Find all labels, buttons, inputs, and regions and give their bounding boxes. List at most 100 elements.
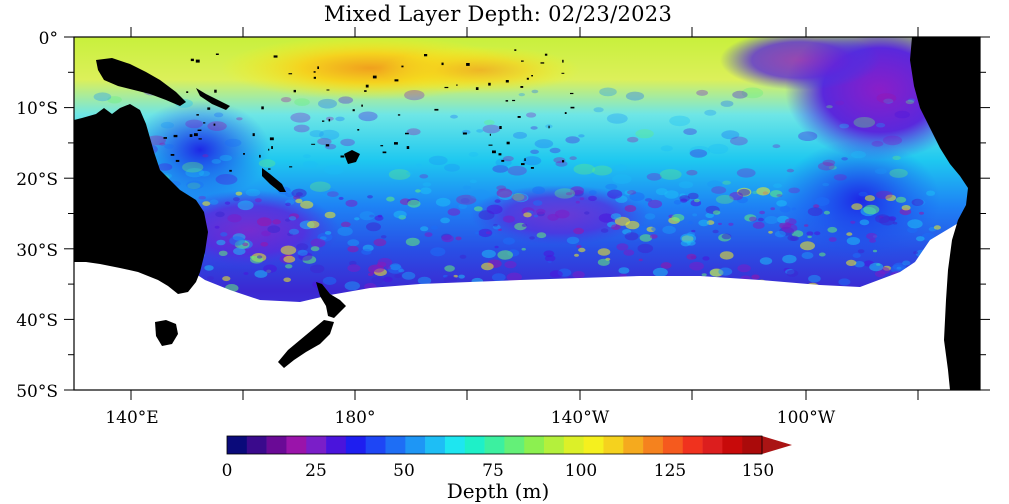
shallow-region-southeast: [780, 140, 940, 260]
mld-speckle-patch: [669, 115, 691, 127]
mld-speckle-patch: [215, 174, 238, 185]
mld-speckle-patch: [846, 259, 857, 266]
colorbar-swatch: [385, 436, 406, 454]
mld-speckle-patch: [896, 266, 902, 270]
colorbar-swatch: [405, 436, 426, 454]
x-label-140w: 140°W: [551, 408, 610, 428]
mld-speckle-patch: [741, 87, 764, 99]
mld-speckle-patch: [290, 112, 311, 123]
mld-speckle-patch: [297, 249, 308, 256]
mld-speckle-patch: [444, 265, 455, 272]
mld-speckle-patch: [776, 194, 783, 197]
mld-speckle-patch: [288, 216, 297, 221]
mld-speckle-patch: [405, 237, 420, 247]
mld-speckle-patch: [611, 224, 621, 231]
mld-speckle-patch: [475, 231, 480, 235]
mld-speckle-patch: [494, 199, 501, 203]
mld-speckle-patch: [879, 216, 895, 226]
mld-speckle-patch: [639, 234, 653, 242]
mld-speckle-patch: [584, 211, 590, 215]
mld-speckle-patch: [220, 232, 228, 237]
mld-speckle-patch: [157, 163, 173, 171]
mld-speckle-patch: [791, 230, 804, 238]
colorbar-extend-arrow: [762, 436, 792, 454]
mld-speckle-patch: [882, 135, 903, 146]
colorbar-swatch: [484, 436, 505, 454]
mld-speckle-patch: [579, 197, 585, 201]
mld-speckle-patch: [198, 170, 211, 177]
island-dot: [520, 86, 524, 88]
island-dot: [505, 100, 509, 102]
mld-speckle-patch: [859, 219, 870, 226]
island-dot: [441, 62, 444, 66]
mld-speckle-patch: [291, 188, 307, 198]
island-dot: [273, 55, 278, 58]
mld-speckle-patch: [347, 264, 361, 272]
mld-speckle-patch: [420, 187, 432, 195]
mld-speckle-patch: [612, 174, 632, 184]
mld-speckle-patch: [544, 255, 556, 262]
island-dot: [530, 167, 534, 169]
mld-speckle-patch: [504, 260, 517, 269]
mld-speckle-patch: [708, 143, 729, 155]
mld-speckle-patch: [683, 128, 697, 136]
mld-speckle-patch: [722, 180, 731, 185]
island-dot: [564, 112, 567, 114]
mld-speckle-patch: [616, 243, 629, 251]
mld-speckle-patch: [853, 117, 876, 128]
mld-speckle-patch: [533, 214, 539, 218]
mld-speckle-patch: [492, 165, 509, 173]
mld-speckle-patch: [863, 204, 880, 215]
island-dot: [252, 133, 255, 137]
island-dot: [197, 129, 202, 131]
mld-speckle-patch: [338, 196, 344, 200]
island-dot: [506, 141, 510, 145]
mld-speckle-patch: [254, 198, 262, 203]
mld-speckle-patch: [749, 216, 757, 222]
mld-speckle-patch: [814, 231, 821, 236]
mld-speckle-patch: [606, 113, 628, 124]
mld-speckle-patch: [804, 224, 809, 227]
mld-speckle-patch: [624, 190, 633, 196]
mld-speckle-patch: [219, 154, 232, 162]
mld-speckle-patch: [280, 97, 292, 103]
colorbar-tick-labels: 0 25 50 75 100 125 150: [222, 461, 775, 481]
mld-speckle-patch: [851, 203, 863, 211]
mld-speckle-patch: [309, 181, 331, 192]
mld-speckle-patch: [790, 235, 799, 242]
mld-speckle-patch: [826, 105, 833, 109]
mld-speckle-patch: [911, 198, 924, 206]
mld-speckle-patch: [235, 191, 243, 196]
mld-speckle-patch: [715, 194, 734, 204]
mld-speckle-patch: [828, 237, 837, 242]
colorbar-tick-100: 100: [565, 461, 597, 481]
island-dot: [498, 153, 502, 156]
mld-speckle-patch: [721, 130, 740, 140]
mld-speckle-patch: [678, 181, 694, 189]
mld-speckle-patch: [573, 227, 584, 235]
mld-speckle-patch: [718, 222, 722, 226]
mld-speckle-patch: [283, 277, 292, 283]
mld-speckle-patch: [468, 152, 479, 157]
island-dot: [268, 168, 271, 170]
colorbar-swatch: [563, 436, 584, 454]
island-dot: [561, 72, 565, 74]
mld-speckle-patch: [444, 163, 460, 172]
island-dot: [163, 137, 167, 139]
island-dot: [207, 107, 211, 110]
mld-speckle-patch: [645, 198, 653, 202]
mld-speckle-patch: [694, 198, 700, 203]
mld-speckle-patch: [857, 249, 865, 254]
mld-speckle-patch: [347, 245, 359, 253]
mld-speckle-patch: [224, 201, 231, 205]
mld-speckle-patch: [705, 212, 714, 218]
mld-speckle-patch: [736, 168, 756, 178]
mld-speckle-patch: [338, 96, 354, 104]
mld-speckle-patch: [344, 281, 360, 291]
x-label-180: 180°: [335, 408, 376, 428]
colorbar-swatch: [365, 436, 386, 454]
mld-speckle-patch: [211, 159, 222, 164]
island-dot: [517, 116, 521, 118]
island-dot: [214, 89, 217, 93]
mld-speckle-patch: [415, 163, 422, 167]
